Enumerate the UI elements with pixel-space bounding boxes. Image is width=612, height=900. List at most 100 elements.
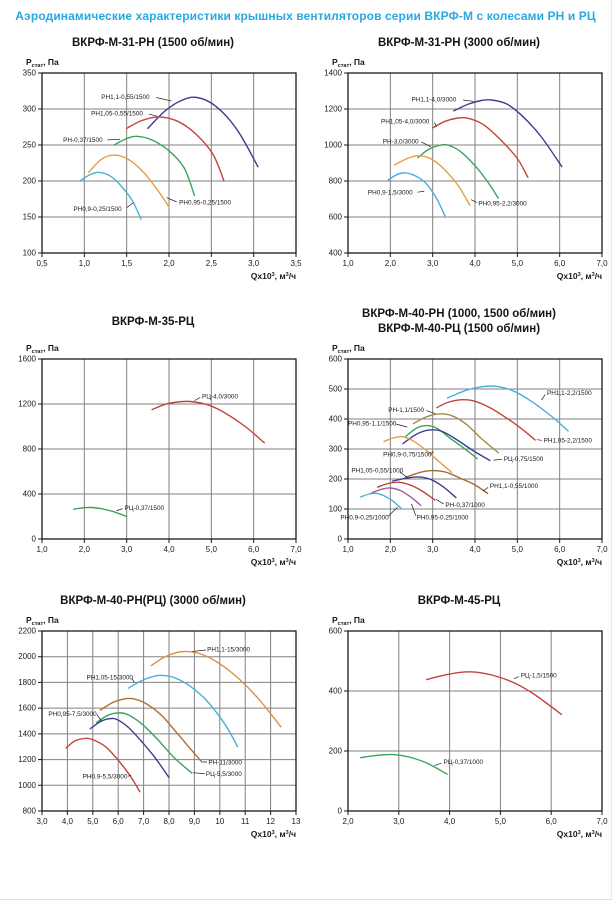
y-tick-label: 200 <box>23 177 37 186</box>
curve-label-leader <box>435 499 444 505</box>
curve-РН0,9-0,25/1500 <box>79 171 142 220</box>
x-tick-label: 5,0 <box>512 545 524 554</box>
curve-label: РН0,9-1,5/3000 <box>368 189 413 196</box>
x-tick-label: 6,0 <box>248 545 260 554</box>
x-tick-label: 1,0 <box>36 545 48 554</box>
y-tick-label: 300 <box>329 445 343 454</box>
curve-label-leader <box>536 439 542 441</box>
x-tick-label: 5,0 <box>495 817 507 826</box>
curve-РН1,1-15/3000 <box>150 650 282 728</box>
y-tick-label: 400 <box>329 687 343 696</box>
curve-label-leader <box>194 397 201 401</box>
curve-label-leader <box>107 138 120 141</box>
y-tick-label: 200 <box>329 747 343 756</box>
curve-label-leader <box>434 762 442 766</box>
curve-РН1,1-0,55/1000 <box>404 469 489 495</box>
curve-РН0,95-0,25/1000 <box>370 487 422 507</box>
x-tick-label: 4,0 <box>469 545 481 554</box>
curve-label: РН1,1-15/3000 <box>207 646 250 653</box>
x-tick-label: 6,0 <box>113 817 125 826</box>
x-tick-label: 4,0 <box>469 259 481 268</box>
y-tick-label: 350 <box>23 69 37 78</box>
y-tick-label: 0 <box>338 807 343 816</box>
curve-label-leader <box>126 202 134 208</box>
curve-label: РН0,95-0,25/1500 <box>179 200 231 207</box>
gridlines <box>42 73 296 253</box>
x-tick-label: 3,0 <box>248 259 260 268</box>
y-tick-label: 1600 <box>18 355 36 364</box>
y-tick-label: 250 <box>23 141 37 150</box>
curve-label-leader <box>96 714 102 721</box>
x-tick-label: 12 <box>266 817 275 826</box>
x-tick-label: 1,0 <box>79 259 91 268</box>
y-tick-label: 1200 <box>18 400 36 409</box>
y-tick-label: 200 <box>329 475 343 484</box>
chart-title-box: ВКРФ-М-40-РН(РЦ) (3000 об/мин) <box>60 591 246 611</box>
x-axis-label: Qx103, м3/ч <box>557 557 602 567</box>
curve-label-leader <box>463 99 474 102</box>
page-title: Аэродинамические характеристики крышных … <box>15 9 596 23</box>
charts-grid: ВКРФ-М-31-РН (1500 об/мин) 0,5 1,0 1,5 2,0 2… <box>0 33 611 861</box>
x-tick-label: 7,0 <box>290 545 302 554</box>
chart-canvas-vkrf-m-35-rc: 1,0 2,0 3,0 4,0 5,0 6,0 7,0 0 400 800 1200 1600Pста… <box>18 343 302 567</box>
curve-label-leader <box>148 113 158 117</box>
gridlines <box>348 73 602 253</box>
curve-label: РЦ-1,5/1500 <box>521 672 557 679</box>
y-tick-label: 0 <box>338 535 343 544</box>
x-tick-label: 11 <box>241 817 250 826</box>
curve-label: РЦ-5,5/3000 <box>206 771 242 778</box>
y-tick-label: 400 <box>329 415 343 424</box>
curve-label: РН1,1-0,55/1500 <box>101 94 150 101</box>
curve-РН0,9-1,5/3000 <box>387 172 447 218</box>
y-tick-label: 500 <box>329 385 343 394</box>
chart-canvas-vkrf-m-31-rn-1500: 0,5 1,0 1,5 2,0 2,5 3,0 3,5 100 150 200 250 300 350P… <box>23 57 302 281</box>
curve-label: РЦ-0,37/1000 <box>444 759 484 766</box>
chart-title-line2: ВКРФ-М-40-РЦ (1500 об/мин) <box>377 323 541 335</box>
x-tick-label: 8,0 <box>163 817 175 826</box>
curve-label-leader <box>430 451 434 455</box>
gridlines <box>348 631 602 811</box>
y-tick-label: 1200 <box>18 755 36 764</box>
chart-canvas-vkrf-m-40-rn-rc-1500: 1,0 2,0 3,0 4,0 5,0 6,0 7,0 0 100 200 300 400 500 600… <box>329 343 608 567</box>
plot-border <box>347 630 603 812</box>
y-tick-label: 800 <box>23 445 37 454</box>
curve-РН1,1-2,2/1500 <box>446 385 569 432</box>
x-tick-label: 7,0 <box>596 545 608 554</box>
y-tick-label: 2000 <box>18 652 36 661</box>
chart-vkrf-m-40-rn-rc-1500: ВКРФ-М-40-РН (1000, 1500 об/мин) ВКРФ-М-… <box>310 305 608 589</box>
x-tick-label: 1,5 <box>121 259 133 268</box>
chart-title-box: ВКРФ-М-45-РЦ <box>418 591 501 611</box>
curve-label-leader <box>513 676 519 680</box>
x-tick-label: 6,0 <box>554 545 566 554</box>
x-tick-label: 9,0 <box>189 817 201 826</box>
curve-label-leader <box>387 506 398 517</box>
curve-РЦ-4,0/3000 <box>151 400 265 444</box>
x-tick-label: 4,0 <box>444 817 456 826</box>
y-axis-label: Pстат, Па <box>26 57 59 69</box>
chart-title-box: ВКРФ-М-35-РЦ <box>112 305 195 339</box>
x-tick-label: 5,0 <box>206 545 218 554</box>
curve-РН-0,37/1000 <box>376 481 436 501</box>
x-tick-label: 3,0 <box>121 545 133 554</box>
x-tick-label: 5,0 <box>512 259 524 268</box>
curve-РН1,05-0,55/1000 <box>391 476 457 499</box>
x-tick-label: 2,0 <box>79 545 91 554</box>
curve-label-leader <box>426 410 436 414</box>
curve-label: РЦ-0,37/1500 <box>125 505 165 512</box>
curve-label-leader <box>156 97 172 102</box>
curve-label: РН1,05-2,2/1500 <box>544 437 593 444</box>
curve-label: РН0,9-0,25/1000 <box>340 514 389 521</box>
chart-vkrf-m-31-rn-3000: ВКРФ-М-31-РН (3000 об/мин) 1,0 2,0 3,0 4,0 5… <box>310 33 608 303</box>
x-tick-label: 4,0 <box>62 817 74 826</box>
axis-ticks <box>38 72 297 257</box>
x-tick-label: 7,0 <box>596 259 608 268</box>
curve-label-leader <box>193 772 205 775</box>
curve-РН0,95-0,25/1500 <box>87 154 170 208</box>
x-tick-label: 10 <box>215 817 224 826</box>
x-tick-label: 1,0 <box>342 545 354 554</box>
curve-РН-3,0/3000 <box>417 143 499 199</box>
curve-РН1,1-0,55/1500 <box>147 96 259 168</box>
curve-label-leader <box>127 774 132 777</box>
y-tick-label: 600 <box>329 213 343 222</box>
